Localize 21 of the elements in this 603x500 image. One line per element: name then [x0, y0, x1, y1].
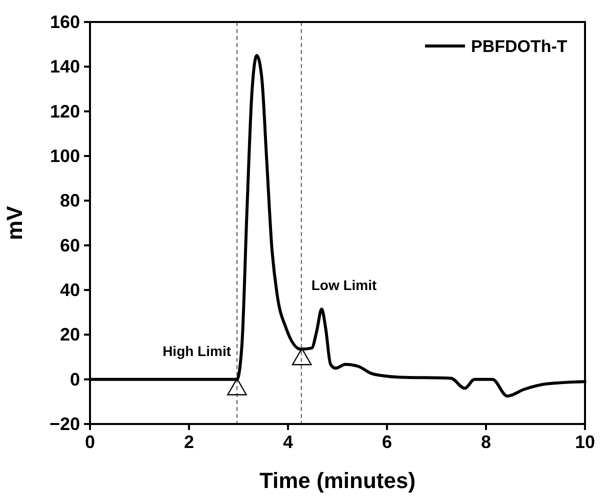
- y-axis-title: mV: [2, 206, 27, 240]
- x-tick-label: 2: [184, 432, 194, 452]
- y-tick-label: −20: [49, 414, 80, 434]
- y-tick-label: 40: [60, 280, 80, 300]
- annotation: Low Limit: [311, 277, 378, 293]
- y-tick-label: 140: [50, 56, 80, 77]
- y-tick-label: 120: [50, 101, 80, 122]
- x-tick-label: 0: [84, 432, 96, 452]
- x-tick-label: 10: [574, 432, 596, 452]
- legend-label: PBFDOTh-T: [471, 37, 568, 56]
- x-axis-title: Time (minutes): [259, 468, 416, 493]
- y-tick-label: 80: [60, 190, 80, 211]
- y-tick-label: 20: [60, 324, 80, 345]
- x-tick-label: 6: [382, 432, 392, 452]
- x-tick-label: 4: [282, 432, 294, 452]
- y-tick-label: 60: [60, 235, 80, 256]
- x-tick-label: 8: [480, 432, 492, 452]
- y-tick-label: 100: [50, 146, 80, 166]
- y-tick-label: 160: [50, 12, 80, 32]
- annotation: High Limit: [162, 343, 232, 359]
- y-tick-label: 0: [70, 369, 80, 390]
